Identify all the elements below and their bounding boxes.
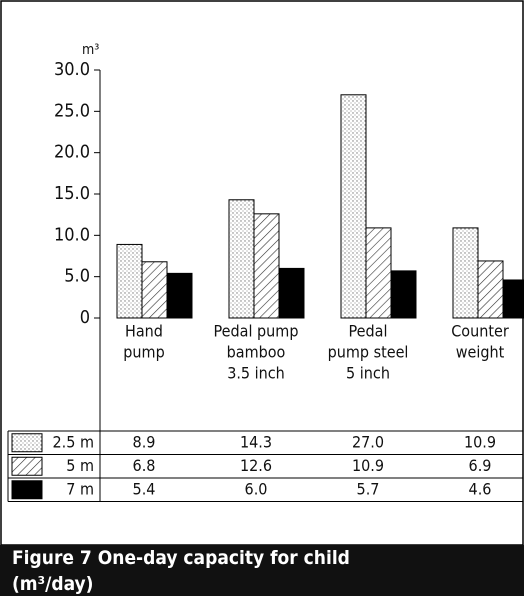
y-tick-label: 25.0	[54, 100, 90, 121]
bar	[365, 227, 392, 319]
legend-label: 7 m	[66, 479, 94, 498]
x-tick-label: 3.5 inch	[227, 364, 285, 383]
table-value: 5.7	[357, 479, 380, 498]
table-value: 14.3	[240, 432, 272, 451]
bar	[340, 94, 367, 319]
x-tick-label: bamboo	[227, 343, 286, 362]
bar	[390, 270, 417, 319]
table-value: 10.9	[352, 456, 384, 475]
y-tick-label: 15.0	[54, 183, 90, 204]
y-tick-label: 20.0	[54, 142, 90, 163]
legend-label: 2.5 m	[53, 432, 94, 451]
y-tick-label: 0	[80, 307, 90, 328]
legend-label: 5 m	[66, 456, 94, 475]
chart-title: Figure 7 One-day capacity for child (m³/…	[12, 547, 356, 595]
x-tick-label: Pedal pump	[214, 322, 299, 341]
y-tick-label: 30.0	[54, 59, 90, 80]
table-value: 8.9	[133, 432, 156, 451]
bar	[452, 227, 479, 319]
legend-swatch	[11, 480, 43, 500]
x-tick-label: 5 inch	[346, 364, 390, 383]
x-tick-label: Pedal	[349, 322, 388, 341]
bar	[228, 199, 255, 319]
y-tick-label: 10.0	[54, 224, 90, 245]
title-line: (m³/day)	[12, 573, 94, 595]
x-tick-label: weight	[456, 343, 505, 362]
table-value: 6.0	[245, 479, 268, 498]
bar	[253, 213, 280, 319]
bar	[141, 261, 168, 319]
table-value: 6.8	[133, 456, 156, 475]
table-value: 5.4	[133, 479, 156, 498]
title-band	[0, 545, 524, 596]
y-tick-label: 5.0	[64, 266, 90, 287]
y-axis-unit: m³	[82, 42, 99, 58]
x-tick-label: Hand	[125, 322, 163, 341]
x-tick-label: pump steel	[328, 343, 409, 362]
table-value: 4.6	[469, 479, 492, 498]
table-value: 12.6	[240, 456, 272, 475]
bar	[166, 272, 193, 319]
legend-swatch	[11, 433, 43, 453]
x-tick-label: pump	[123, 343, 164, 362]
table-value: 27.0	[352, 432, 384, 451]
x-tick-label: Counter	[451, 322, 509, 341]
legend-swatch	[11, 456, 43, 476]
table-value: 10.9	[464, 432, 496, 451]
bar	[278, 267, 305, 319]
title-line: Figure 7 One-day capacity for child	[12, 547, 356, 569]
bar	[477, 260, 504, 319]
bar	[116, 243, 143, 319]
bar	[502, 279, 524, 319]
table-value: 6.9	[469, 456, 492, 475]
